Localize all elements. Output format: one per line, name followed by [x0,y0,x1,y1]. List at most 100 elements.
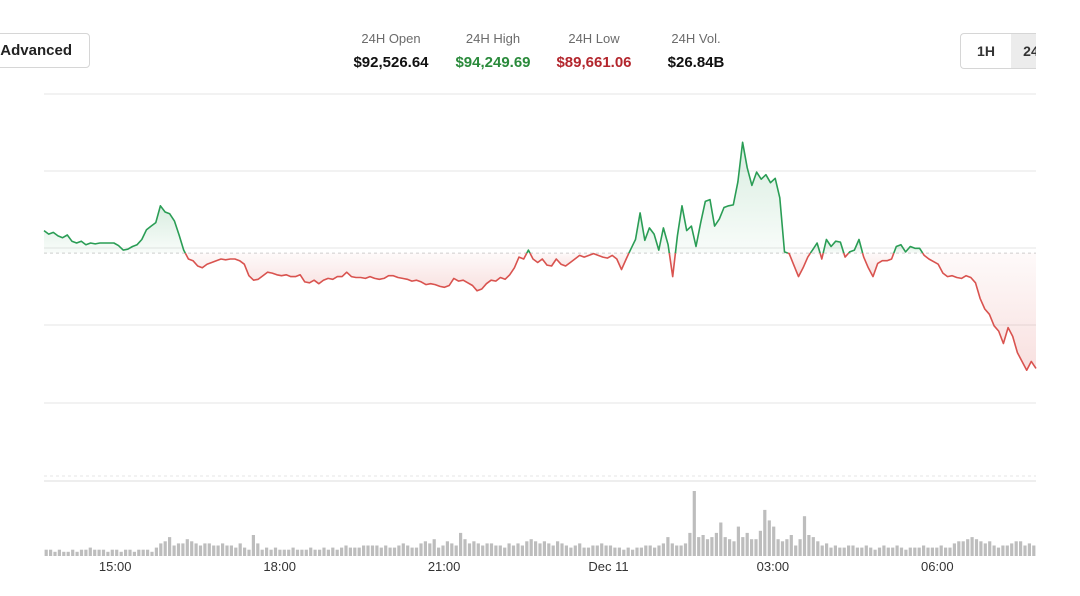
volume-bar [511,545,516,556]
volume-bar [256,543,260,556]
volume-bar [582,547,586,556]
volume-bar [560,543,564,556]
volume-bar [437,547,441,556]
volume-bar [212,545,216,556]
volume-bar [873,549,877,556]
volume-bar [97,549,101,556]
price-line-down [819,252,824,260]
volume-bar [626,547,630,556]
volume-bar [243,547,247,556]
volume-bar [1001,545,1005,556]
volume-bar [675,545,679,556]
volume-bar [939,545,943,556]
volume-bar [71,549,75,556]
volume-bar [864,545,868,556]
area-above-open [628,212,670,254]
volume-bar [494,545,498,556]
volume-bar [88,547,92,556]
price-line-down [861,252,895,278]
volume-bar [551,545,555,556]
volume-bar [895,545,899,556]
volume-bar [406,545,410,556]
price-line-down [787,252,812,278]
volume-bar [564,545,568,556]
volume-bar [661,543,665,556]
volume-bar [291,547,295,556]
price-line-down [184,252,528,292]
stat-label: 24H Low [568,31,620,46]
volume-bar [75,551,79,556]
volume-bar [798,539,802,556]
volume-bar [141,549,145,556]
volume-bar [529,539,533,556]
volume-bar [57,549,61,556]
volume-bar [150,551,154,556]
volume-bar [300,549,304,556]
volume-bar [110,549,114,556]
volume-bar [728,539,732,556]
volume-bar [414,547,419,556]
volume-bar [904,549,908,556]
volume-bar [776,539,780,556]
volume-bar [168,537,172,556]
price-line-down [843,252,850,258]
volume-bar [476,543,480,556]
volume-bar [591,545,595,556]
volume-bar [701,535,705,556]
volume-bar [983,543,987,556]
volume-bar [203,543,207,556]
volume-bar [855,547,859,556]
volume-bar [115,549,119,556]
volume-bar [335,549,339,556]
stat-24h-low: 24H Low $89,661.06 [529,31,659,72]
area-above-open [675,142,788,254]
volume-bar [273,547,278,556]
volume-bar [1014,541,1018,556]
price-line-up [809,242,821,254]
volume-bar [785,539,789,556]
x-tick-label: 06:00 [921,559,954,574]
volume-bar [631,549,635,556]
volume-bar [891,547,895,556]
volume-bar [860,547,864,556]
range-1h-button[interactable]: 1H [977,43,995,59]
volume-bar [344,545,348,556]
volume-bar [1019,541,1023,556]
volume-bar [1032,545,1036,556]
volume-bar [362,545,366,556]
range-24h-button[interactable]: 24H [1011,34,1036,68]
volume-bar [44,549,48,556]
volume-bar [124,549,128,556]
volume-bar [789,535,793,556]
volume-bar [648,545,652,556]
volume-bar [516,543,520,556]
volume-bar [229,545,233,556]
volume-bar [732,541,736,556]
advanced-button[interactable]: Advanced [0,33,90,68]
volume-bar [838,547,842,556]
x-tick-label: 03:00 [757,559,790,574]
stat-24h-open: 24H Open $92,526.64 [326,31,456,72]
volume-bar [503,547,507,556]
volume-bar [578,543,582,556]
volume-bar [357,547,361,556]
volume-bar [379,547,383,556]
volume-bar [772,526,776,556]
stat-label: 24H High [465,31,521,46]
volume-bar [899,547,904,556]
volume-bar [366,545,370,556]
volume-bar [340,547,344,556]
volume-bar [137,549,141,556]
stats-bar: 24H Open $92,526.64 24H High $94,249.69 … [0,0,1080,80]
volume-bar [957,541,961,556]
volume-bar [935,547,939,556]
volume-bar [908,547,912,556]
volume-bar [520,545,524,556]
volume-bar [441,545,445,556]
volume-bar [608,545,613,556]
volume-bar [917,547,921,556]
area-above-open [44,205,186,254]
volume-bar [683,543,688,556]
volume-bar [62,551,66,556]
